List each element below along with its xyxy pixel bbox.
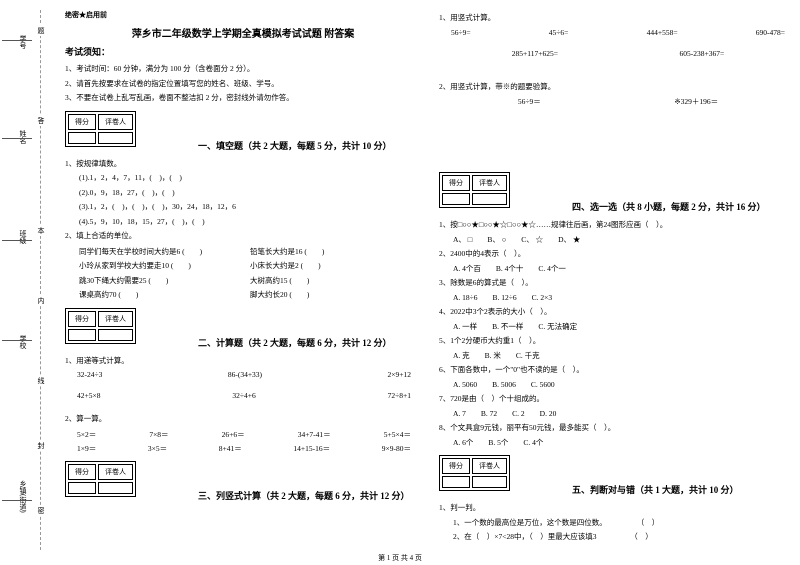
q4-5: 5、1个2分硬币大约重1（ ）。 [439,334,795,348]
q4-6-opt: A. 5060 B. 5006 C. 5600 [453,378,795,392]
q1-1-b: (2).0，9，18，27，( )，( ) [79,186,421,200]
q2-1: 1、用递等式计算。 [65,354,421,368]
side-label: 学校 [18,335,28,349]
q1-2-l1: 小玲从家到学校大约要走10 ( ) [79,259,250,273]
q1-2-cols: 同学们每天在学校时间大约是6 ( ) 小玲从家到学校大约要走10 ( ) 跳30… [79,244,421,303]
q1-2-l2: 跳30下绳大约需要25 ( ) [79,274,250,288]
q3-2-row: 56÷9＝ ※329＋196＝ [451,96,795,107]
q1-2-l3: 课桌高约70 ( ) [79,288,250,302]
score-box-2: 得分评卷人 [65,308,136,344]
seal-tag: 内 [36,295,46,306]
score-box-3: 得分评卷人 [65,461,136,497]
fill-line [2,500,32,501]
q3-1-row2: 285+117+625= 605-238+367= [451,49,795,58]
q1-1-d: (4).5，9，10，18，15，27，( )，( ) [79,215,421,229]
q1-2-r1: 小床长大约是2 ( ) [250,259,421,273]
grader-label: 评卷人 [98,114,133,130]
q3-1: 1、用竖式计算。 [439,11,795,25]
score-box-1: 得分评卷人 [65,111,136,147]
section-2-title: 二、计算题（共 2 大题，每题 6 分，共计 12 分） [198,336,392,349]
side-label: 乡镇(街道) [18,480,28,513]
seal-tag: 封 [36,440,46,451]
fill-line [2,138,32,139]
exam-title: 萍乡市二年级数学上学期全真模拟考试试题 附答案 [65,25,421,40]
grader-cell [98,132,133,144]
seal-tag: 密 [36,505,46,516]
secret-tag: 绝密★启用前 [65,10,421,20]
rule-1: 1、考试时间：60 分钟，满分为 100 分（含卷面分 2 分）。 [65,62,421,76]
q4-3: 3、除数是6的算式是（ ）。 [439,276,795,290]
page-content: 绝密★启用前 萍乡市二年级数学上学期全真模拟考试试题 附答案 考试须知： 1、考… [65,10,795,550]
seal-tag: 题 [36,25,46,36]
q1-1-a: (1).1，2，4，7，11，( )，( ) [79,171,421,185]
notice-heading: 考试须知： [65,45,421,58]
q3-2: 2、用竖式计算，带※的题要验算。 [439,80,795,94]
q4-4-opt: A. 一样 B. 不一样 C. 无法确定 [453,320,795,334]
section-5-title: 五、判断对与错（共 1 大题，共计 10 分） [572,483,739,496]
q1-2: 2、填上合适的单位。 [65,229,421,243]
seal-tag: 本 [36,225,46,236]
section-3-title: 三、列竖式计算（共 2 大题，每题 6 分，共计 12 分） [198,489,410,502]
q5-1-a: 1、一个数的最高位是万位，这个数是四位数。 （ ） [453,516,795,530]
q5-1-b: 2、在（ ）×7<28中，（ ）里最大应该填3 （ ） [453,530,795,544]
fill-line [2,240,32,241]
seal-tag: 答 [36,115,46,126]
side-label: 姓名 [18,130,28,144]
q4-8-opt: A. 6个 B. 5个 C. 4个 [453,436,795,450]
score-label: 得分 [68,114,96,130]
side-label: 班级 [18,230,28,244]
q1-1-c: (3).1，2，( )，( )，( )，30，24，18，12，6 [79,200,421,214]
q4-2: 2、2400中的4表示（ ）。 [439,247,795,261]
q1-2-r0: 铅笔长大约是16 ( ) [250,245,421,259]
section-1-title: 一、填空题（共 2 大题，每题 5 分，共计 10 分） [198,139,392,152]
page-footer: 第 1 页 共 4 页 [0,553,800,563]
q1-2-l0: 同学们每天在学校时间大约是6 ( ) [79,245,250,259]
q4-1-opt: A、 □ B、 ○ C、 ☆ D、 ★ [453,233,795,247]
q4-7-opt: A. 7 B. 72 C. 2 D. 20 [453,407,795,421]
q2-1-row1: 32-24÷3 86-(34+33) 2×9+12 [77,370,421,379]
q2-1-row2: 42+5×8 32÷4+6 72÷8+1 [77,391,421,400]
q4-5-opt: A. 克 B. 米 C. 千克 [453,349,795,363]
fill-line [2,340,32,341]
q2-2-row2: 1×9＝ 3×5＝ 8+41＝ 14+15-16＝ 9×9-80＝ [77,443,421,454]
seal-line [40,10,41,550]
rule-2: 2、请首先按要求在试卷的指定位置填写您的姓名、班级、学号。 [65,77,421,91]
q4-8: 8、个文具盒9元钱，丽平有50元钱，最多能买（ ）。 [439,421,795,435]
rule-3: 3、不要在试卷上乱写乱画，卷面不整洁扣 2 分，密封线外请勿作答。 [65,91,421,105]
left-column: 绝密★启用前 萍乡市二年级数学上学期全真模拟考试试题 附答案 考试须知： 1、考… [65,10,421,550]
q4-2-opt: A. 4个百 B. 4个十 C. 4个一 [453,262,795,276]
score-box-4: 得分评卷人 [439,172,510,208]
side-label: 学号 [18,35,28,49]
score-box-5: 得分评卷人 [439,455,510,491]
q5-1: 1、判一判。 [439,501,795,515]
q4-3-opt: A. 18÷6 B. 12÷6 C. 2×3 [453,291,795,305]
q4-7: 7、720是由（ ）个十组成的。 [439,392,795,406]
score-cell [68,132,96,144]
right-column: 1、用竖式计算。 56÷9= 45÷6= 444+558= 690-478= 2… [439,10,795,550]
binding-margin: 学号姓名班级学校乡镇(街道) 题答本内线封密 [0,0,60,565]
q4-1: 1、按□○○★□○○★☆□○○★☆……规律往后画，第24图形应画（ ）。 [439,218,795,232]
seal-tag: 线 [36,375,46,386]
q1-2-r2: 大树高约15 ( ) [250,274,421,288]
q4-4: 4、2022中3个2表示的大小（ ）。 [439,305,795,319]
section-4-title: 四、选一选（共 8 小题，每题 2 分，共计 16 分） [572,200,766,213]
q3-1-row1: 56÷9= 45÷6= 444+558= 690-478= [451,28,795,37]
q1-1: 1、按规律填数。 [65,157,421,171]
q2-2-row1: 5×2＝ 7×8＝ 26+6＝ 34+7-41＝ 5+5×4＝ [77,429,421,440]
q2-2: 2、算一算。 [65,412,421,426]
fill-line [2,40,32,41]
q1-2-r3: 脚大约长20 ( ) [250,288,421,302]
q4-6: 6、下面各数中，一个"0"也不读的是（ ）。 [439,363,795,377]
